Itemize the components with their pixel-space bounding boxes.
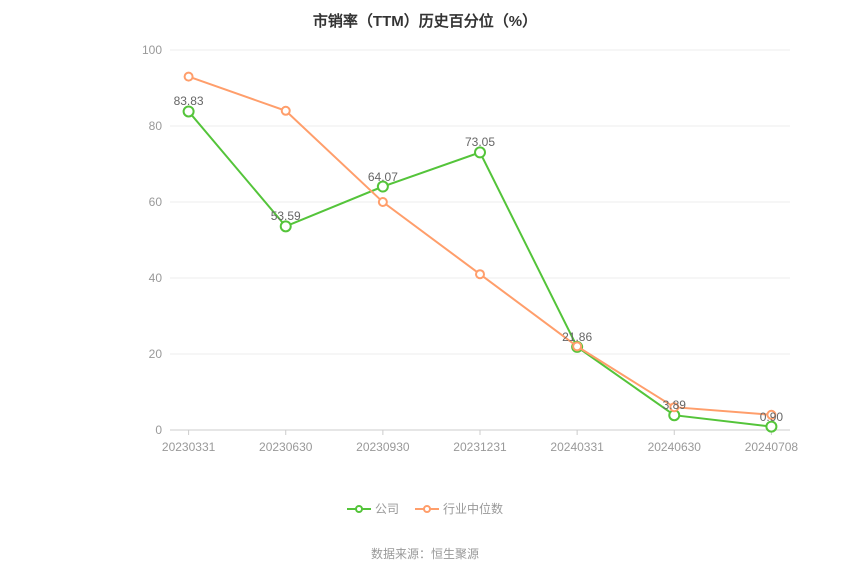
data-label: 3.89 [663,398,686,412]
legend-swatch-icon [347,503,371,515]
x-tick-label: 20240708 [745,440,798,454]
legend-item[interactable]: 行业中位数 [415,500,503,517]
y-tick-label: 60 [122,195,162,209]
y-tick-label: 100 [122,43,162,57]
y-tick-label: 80 [122,119,162,133]
x-tick-label: 20230331 [162,440,215,454]
x-tick-label: 20230630 [259,440,312,454]
y-tick-label: 0 [122,423,162,437]
data-label: 53.59 [271,210,301,224]
x-tick-label: 20230930 [356,440,409,454]
legend: 公司 行业中位数 [0,500,850,518]
data-label: 73.05 [465,136,495,150]
legend-label: 行业中位数 [443,500,503,517]
data-source-label: 数据来源：恒生聚源 [0,545,850,562]
chart-plot [0,0,850,575]
data-label: 21.86 [562,330,592,344]
legend-label: 公司 [375,500,399,517]
data-label: 64.07 [368,170,398,184]
x-tick-label: 20240331 [550,440,603,454]
x-tick-label: 20240630 [648,440,701,454]
y-tick-label: 40 [122,271,162,285]
chart-container: 市销率（TTM）历史百分位（%） 020406080100 2023033120… [0,0,850,575]
legend-item[interactable]: 公司 [347,500,399,517]
data-label: 83.83 [174,95,204,109]
data-label: 0.90 [760,410,783,424]
y-tick-label: 20 [122,347,162,361]
legend-swatch-icon [415,503,439,515]
x-tick-label: 20231231 [453,440,506,454]
